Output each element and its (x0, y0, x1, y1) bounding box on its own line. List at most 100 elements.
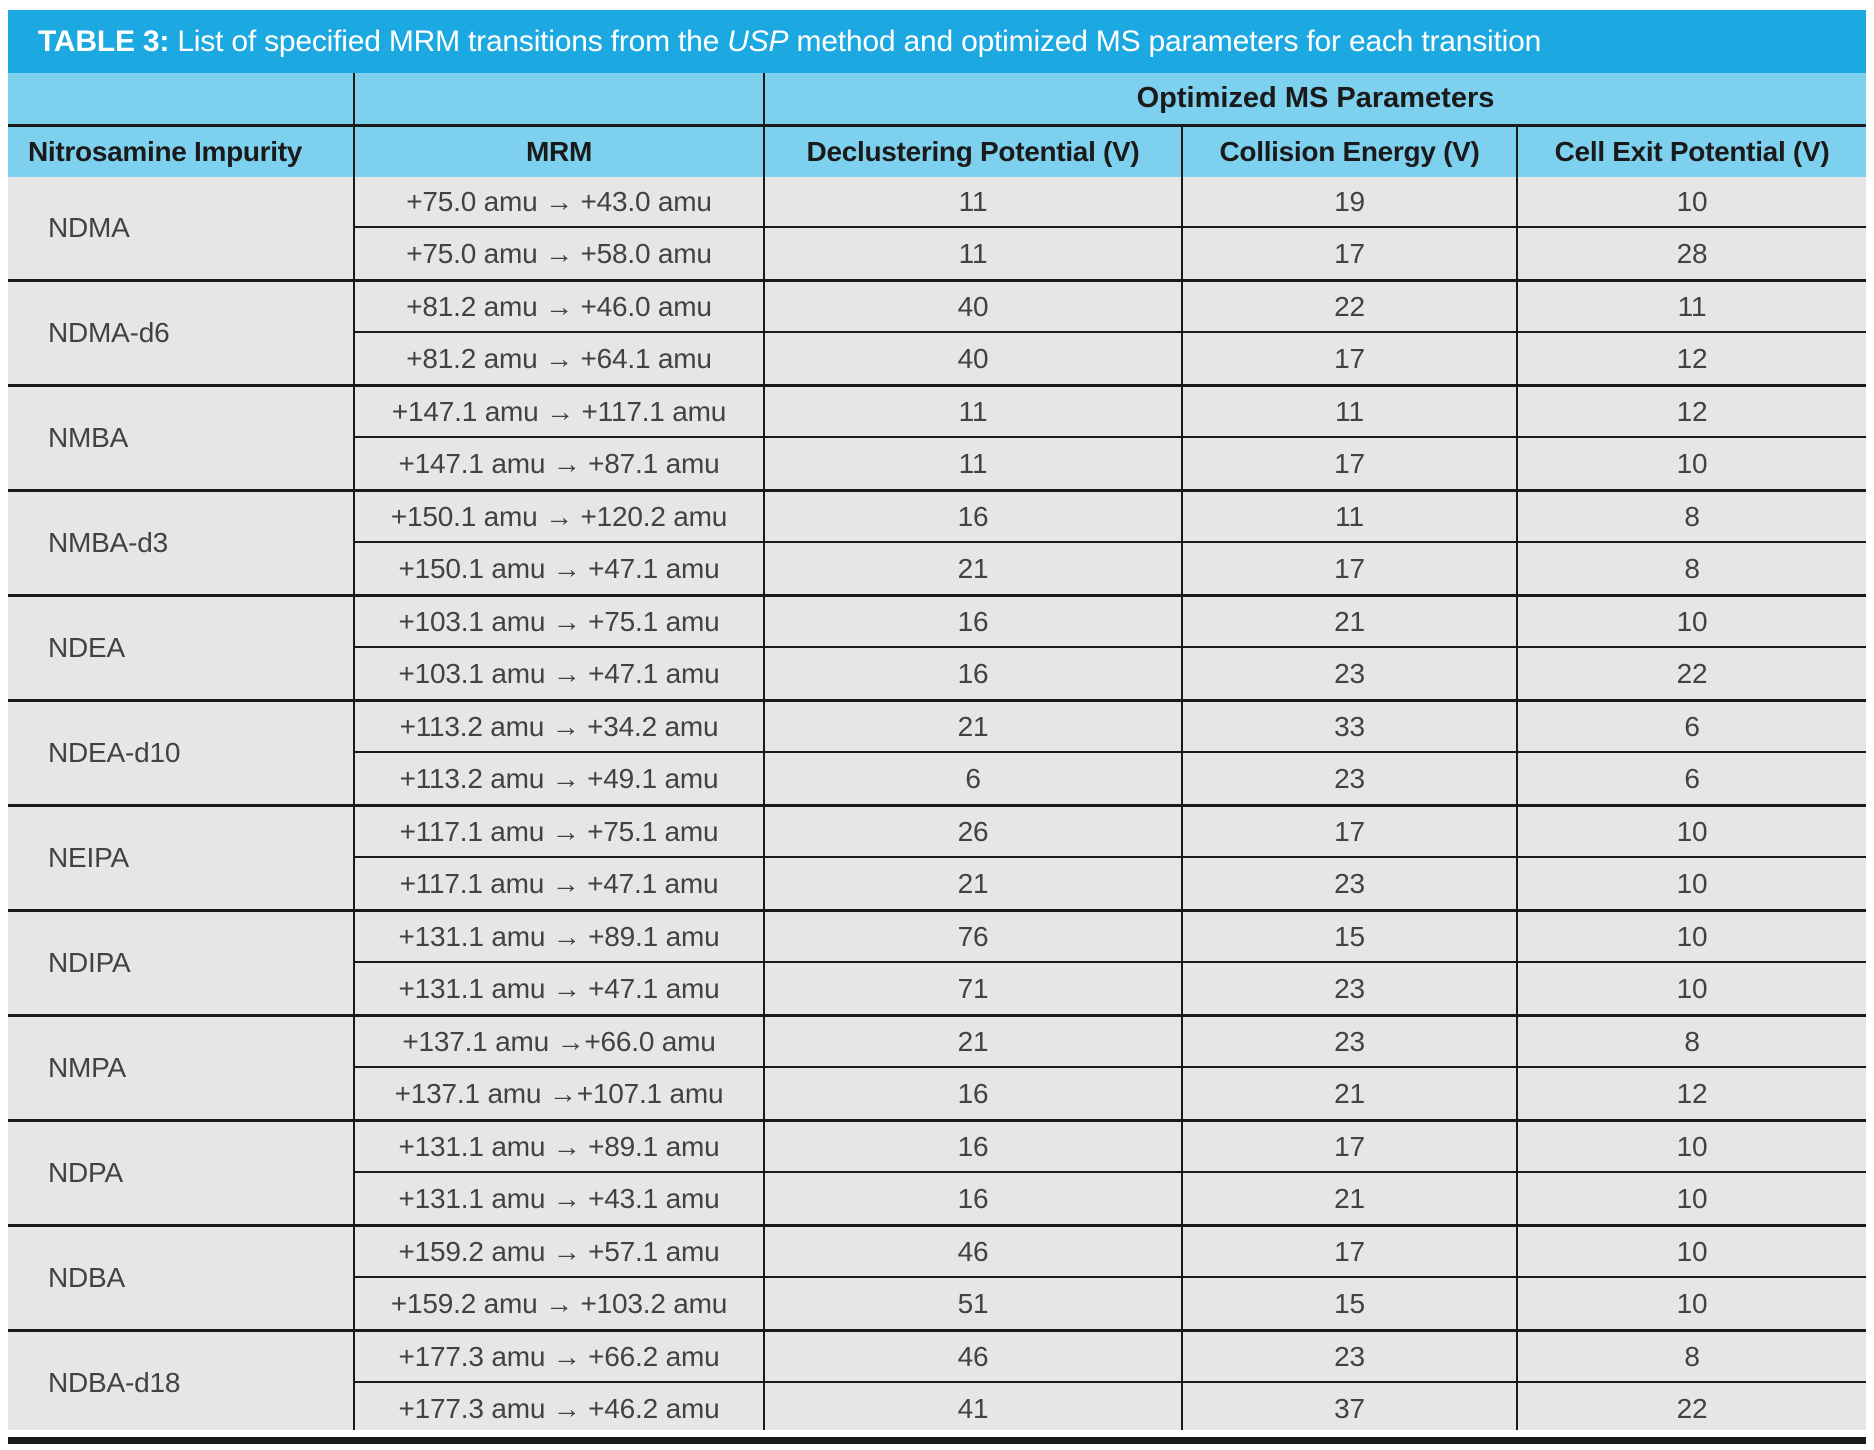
table-row: +137.1 amu →+107.1 amu 16 21 12 (355, 1068, 1866, 1119)
table-row: +103.1 amu → +75.1 amu 16 21 10 (355, 597, 1866, 648)
collision-energy-cell: 19 (1183, 177, 1518, 226)
declustering-potential-cell: 41 (765, 1383, 1183, 1430)
table-row: +81.2 amu → +64.1 amu 40 17 12 (355, 333, 1866, 384)
declustering-potential-cell: 21 (765, 543, 1183, 594)
mrm-cell: +113.2 amu → +34.2 amu (355, 702, 765, 751)
cell-exit-potential-cell: 10 (1676, 1235, 1708, 1267)
collision-energy-cell: 23 (1183, 753, 1518, 804)
table-row: +177.3 amu → +46.2 amu 41 37 22 (355, 1383, 1866, 1430)
table-row: +117.1 amu → +75.1 amu 26 17 10 (355, 807, 1866, 858)
declustering-potential-cell: 46 (765, 1227, 1183, 1276)
table-number-label: TABLE 3: (38, 24, 170, 58)
collision-energy-cell: 15 (1183, 912, 1518, 961)
collision-energy-cell: 11 (1183, 492, 1518, 541)
mrm-cell: +150.1 amu → +120.2 amu (355, 492, 765, 541)
cell-exit-potential-cell: 8 (1684, 1025, 1700, 1057)
impurity-name: NDEA-d10 (8, 702, 355, 804)
declustering-potential-cell: 11 (765, 177, 1183, 226)
mrm-cell: +177.3 amu → +66.2 amu (355, 1332, 765, 1381)
cell-exit-potential-cell: 22 (1676, 1392, 1708, 1424)
table-row: +75.0 amu → +58.0 amu 11 17 28 (355, 228, 1866, 279)
declustering-potential-cell: 16 (765, 648, 1183, 699)
mrm-cell: +117.1 amu → +47.1 amu (355, 858, 765, 909)
collision-energy-cell: 23 (1183, 963, 1518, 1014)
table-row: +150.1 amu → +120.2 amu 16 11 8 (355, 492, 1866, 543)
column-header-row: Nitrosamine Impurity MRM Declustering Po… (8, 127, 1866, 177)
impurity-name: NDIPA (8, 912, 355, 1014)
table-row: +147.1 amu → +117.1 amu 11 11 12 (355, 387, 1866, 438)
impurity-group-ndea: NDEA +103.1 amu → +75.1 amu 16 21 10 +10… (8, 597, 1866, 702)
table-row: +103.1 amu → +47.1 amu 16 23 22 (355, 648, 1866, 699)
table-row: +117.1 amu → +47.1 amu 21 23 10 (355, 858, 1866, 909)
declustering-potential-cell: 40 (765, 333, 1183, 384)
cell-exit-potential-cell: 10 (1676, 1130, 1708, 1162)
table-row: +137.1 amu →+66.0 amu 21 23 8 (355, 1017, 1866, 1068)
cell-exit-potential-cell: 11 (1677, 290, 1707, 322)
impurity-group-ndea-d10: NDEA-d10 +113.2 amu → +34.2 amu 21 33 6 … (8, 702, 1866, 807)
table-row: +177.3 amu → +66.2 amu 46 23 8 (355, 1332, 1866, 1383)
table-row: +147.1 amu → +87.1 amu 11 17 10 (355, 438, 1866, 489)
declustering-potential-cell: 6 (765, 753, 1183, 804)
declustering-potential-cell: 16 (765, 597, 1183, 646)
impurity-name: NEIPA (8, 807, 355, 909)
declustering-potential-cell: 16 (765, 1122, 1183, 1171)
table-title: TABLE 3: List of specified MRM transitio… (38, 25, 1541, 59)
table-title-bar: TABLE 3: List of specified MRM transitio… (8, 10, 1866, 73)
impurity-group-ndpa: NDPA +131.1 amu → +89.1 amu 16 17 10 +13… (8, 1122, 1866, 1227)
collision-energy-cell: 23 (1183, 648, 1518, 699)
declustering-potential-cell: 40 (765, 282, 1183, 331)
title-usp-italic: USP (727, 24, 789, 58)
optimized-ms-parameters-header: Optimized MS Parameters (1136, 82, 1495, 114)
mrm-cell: +131.1 amu → +89.1 amu (355, 912, 765, 961)
table-row: +131.1 amu → +89.1 amu 76 15 10 (355, 912, 1866, 963)
mrm-cell: +159.2 amu → +103.2 amu (355, 1278, 765, 1329)
impurity-name: NDEA (8, 597, 355, 699)
cell-exit-potential-cell: 10 (1676, 1182, 1708, 1214)
mrm-cell: +177.3 amu → +46.2 amu (355, 1383, 765, 1430)
declustering-potential-cell: 46 (765, 1332, 1183, 1381)
table-row: +159.2 amu → +103.2 amu 51 15 10 (355, 1278, 1866, 1329)
col-header-declustering-potential: Declustering Potential (V) (765, 127, 1183, 177)
bottom-gap (8, 1430, 1866, 1437)
cell-exit-potential-cell: 28 (1676, 237, 1708, 269)
collision-energy-cell: 23 (1183, 858, 1518, 909)
table-row: +113.2 amu → +49.1 amu 6 23 6 (355, 753, 1866, 804)
impurity-name: NDBA-d18 (8, 1332, 355, 1430)
impurity-group-neipa: NEIPA +117.1 amu → +75.1 amu 26 17 10 +1… (8, 807, 1866, 912)
mrm-cell: +75.0 amu → +43.0 amu (355, 177, 765, 226)
cell-exit-potential-cell: 10 (1676, 185, 1708, 217)
collision-energy-cell: 17 (1183, 807, 1518, 856)
title-text-pre: List of specified MRM transitions from t… (169, 24, 728, 58)
impurity-group-nmpa: NMPA +137.1 amu →+66.0 amu 21 23 8 +137.… (8, 1017, 1866, 1122)
declustering-potential-cell: 16 (765, 492, 1183, 541)
impurity-name: NMBA (8, 387, 355, 489)
cell-exit-potential-cell: 12 (1676, 1077, 1708, 1109)
declustering-potential-cell: 16 (765, 1068, 1183, 1119)
cell-exit-potential-cell: 10 (1676, 605, 1708, 637)
table-row: +150.1 amu → +47.1 amu 21 17 8 (355, 543, 1866, 594)
collision-energy-cell: 17 (1183, 1227, 1518, 1276)
declustering-potential-cell: 21 (765, 858, 1183, 909)
collision-energy-cell: 17 (1183, 1122, 1518, 1171)
collision-energy-cell: 17 (1183, 438, 1518, 489)
header-spacer-impurity (8, 73, 355, 124)
collision-energy-cell: 11 (1183, 387, 1518, 436)
table-row: +75.0 amu → +43.0 amu 11 19 10 (355, 177, 1866, 228)
cell-exit-potential-cell: 6 (1684, 710, 1700, 742)
cell-exit-potential-cell: 8 (1684, 552, 1700, 584)
collision-energy-cell: 21 (1183, 1173, 1518, 1224)
cell-exit-potential-cell: 6 (1684, 762, 1700, 794)
cell-exit-potential-cell: 10 (1676, 972, 1708, 1004)
impurity-group-ndma: NDMA +75.0 amu → +43.0 amu 11 19 10 +75.… (8, 177, 1866, 282)
declustering-potential-cell: 51 (765, 1278, 1183, 1329)
mrm-cell: +147.1 amu → +87.1 amu (355, 438, 765, 489)
collision-energy-cell: 22 (1183, 282, 1518, 331)
mrm-cell: +131.1 amu → +89.1 amu (355, 1122, 765, 1171)
cell-exit-potential-cell: 12 (1676, 395, 1708, 427)
cell-exit-potential-cell: 10 (1676, 867, 1708, 899)
declustering-potential-cell: 26 (765, 807, 1183, 856)
mrm-cell: +137.1 amu →+107.1 amu (355, 1068, 765, 1119)
declustering-potential-cell: 11 (765, 228, 1183, 279)
col-header-nitrosamine-impurity: Nitrosamine Impurity (8, 127, 355, 177)
mrm-cell: +113.2 amu → +49.1 amu (355, 753, 765, 804)
